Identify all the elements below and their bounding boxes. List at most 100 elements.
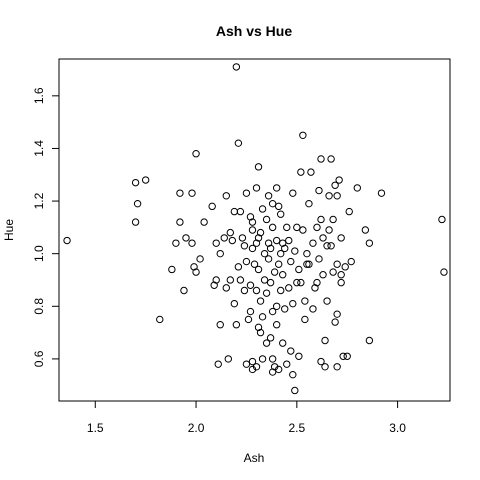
data-points xyxy=(63,63,448,395)
data-point xyxy=(232,321,241,329)
data-point xyxy=(244,315,253,324)
data-point xyxy=(180,286,188,295)
data-point xyxy=(216,321,224,329)
data-point xyxy=(299,226,307,234)
data-point xyxy=(268,199,277,208)
data-point xyxy=(295,265,303,274)
data-point xyxy=(131,178,140,187)
data-point xyxy=(313,223,321,232)
data-point xyxy=(222,192,230,200)
data-point xyxy=(277,249,285,258)
data-point xyxy=(212,276,220,284)
x-axis: 1.5 2.0 2.5 3.0 xyxy=(87,400,406,435)
data-point xyxy=(248,244,257,253)
data-point xyxy=(277,210,285,218)
data-point xyxy=(232,63,241,71)
data-point xyxy=(238,234,247,242)
data-point xyxy=(188,189,196,197)
data-point xyxy=(264,255,273,263)
data-point xyxy=(299,131,307,139)
data-point xyxy=(246,281,255,289)
data-point xyxy=(236,207,245,216)
data-point xyxy=(337,271,345,279)
data-point xyxy=(347,257,355,266)
data-point xyxy=(246,307,255,316)
data-point xyxy=(268,307,277,316)
data-point xyxy=(258,355,267,363)
data-point xyxy=(272,184,281,192)
x-tick-label: 3.0 xyxy=(389,421,406,435)
y-tick-label: 1.4 xyxy=(32,140,46,157)
data-point xyxy=(287,257,295,266)
data-point xyxy=(287,347,295,355)
data-point xyxy=(315,186,323,195)
data-point xyxy=(156,315,164,324)
data-point xyxy=(268,223,277,232)
data-point xyxy=(254,265,263,274)
data-point xyxy=(333,192,341,200)
data-point xyxy=(353,184,361,192)
data-point xyxy=(248,226,257,234)
data-point xyxy=(222,284,230,292)
data-point xyxy=(343,352,351,360)
data-point xyxy=(361,226,370,234)
data-point xyxy=(274,260,283,268)
data-point xyxy=(438,215,446,224)
data-point xyxy=(317,215,325,224)
data-point xyxy=(285,236,293,245)
data-point xyxy=(317,155,325,163)
y-tick-label: 1.0 xyxy=(32,245,46,262)
data-point xyxy=(266,244,275,253)
data-point xyxy=(345,207,353,216)
data-point xyxy=(248,218,257,226)
data-point xyxy=(337,278,345,287)
data-point xyxy=(301,297,309,305)
data-point xyxy=(377,189,386,197)
data-point xyxy=(291,386,299,395)
x-tick-label: 2.5 xyxy=(288,421,305,435)
data-point xyxy=(252,363,261,371)
data-point xyxy=(274,365,283,374)
data-point xyxy=(260,249,269,258)
data-point xyxy=(214,360,222,368)
data-point xyxy=(176,218,184,226)
data-point xyxy=(131,218,140,226)
data-point xyxy=(279,271,287,279)
data-point xyxy=(176,189,184,197)
data-point xyxy=(303,260,311,268)
data-point xyxy=(182,234,190,242)
data-point xyxy=(289,299,297,308)
data-point xyxy=(329,268,337,276)
data-point xyxy=(196,255,204,263)
data-point xyxy=(291,247,299,255)
data-point xyxy=(333,363,341,371)
data-point xyxy=(277,286,285,295)
data-point xyxy=(337,234,345,242)
data-point xyxy=(234,139,243,147)
data-point xyxy=(260,276,269,284)
y-axis: 0.6 0.8 1.0 1.2 1.4 1.6 xyxy=(32,87,60,367)
data-point xyxy=(341,263,349,271)
data-point xyxy=(256,328,265,337)
data-point xyxy=(283,223,291,232)
x-tick-label: 2.0 xyxy=(188,421,205,435)
data-point xyxy=(141,176,150,184)
data-point xyxy=(305,199,313,208)
data-point xyxy=(254,163,263,171)
y-tick-label: 1.6 xyxy=(32,87,46,104)
data-point xyxy=(293,278,301,287)
data-point xyxy=(333,260,341,268)
data-point xyxy=(236,276,245,284)
data-point xyxy=(331,181,339,189)
data-point xyxy=(192,268,200,276)
data-point xyxy=(333,310,341,318)
data-point xyxy=(319,234,327,242)
data-point xyxy=(266,278,275,287)
data-point xyxy=(272,321,281,329)
data-point xyxy=(319,271,327,279)
data-point xyxy=(212,239,220,247)
data-point xyxy=(264,192,273,200)
data-point xyxy=(309,239,317,247)
data-point xyxy=(335,176,343,184)
data-point xyxy=(285,284,293,292)
